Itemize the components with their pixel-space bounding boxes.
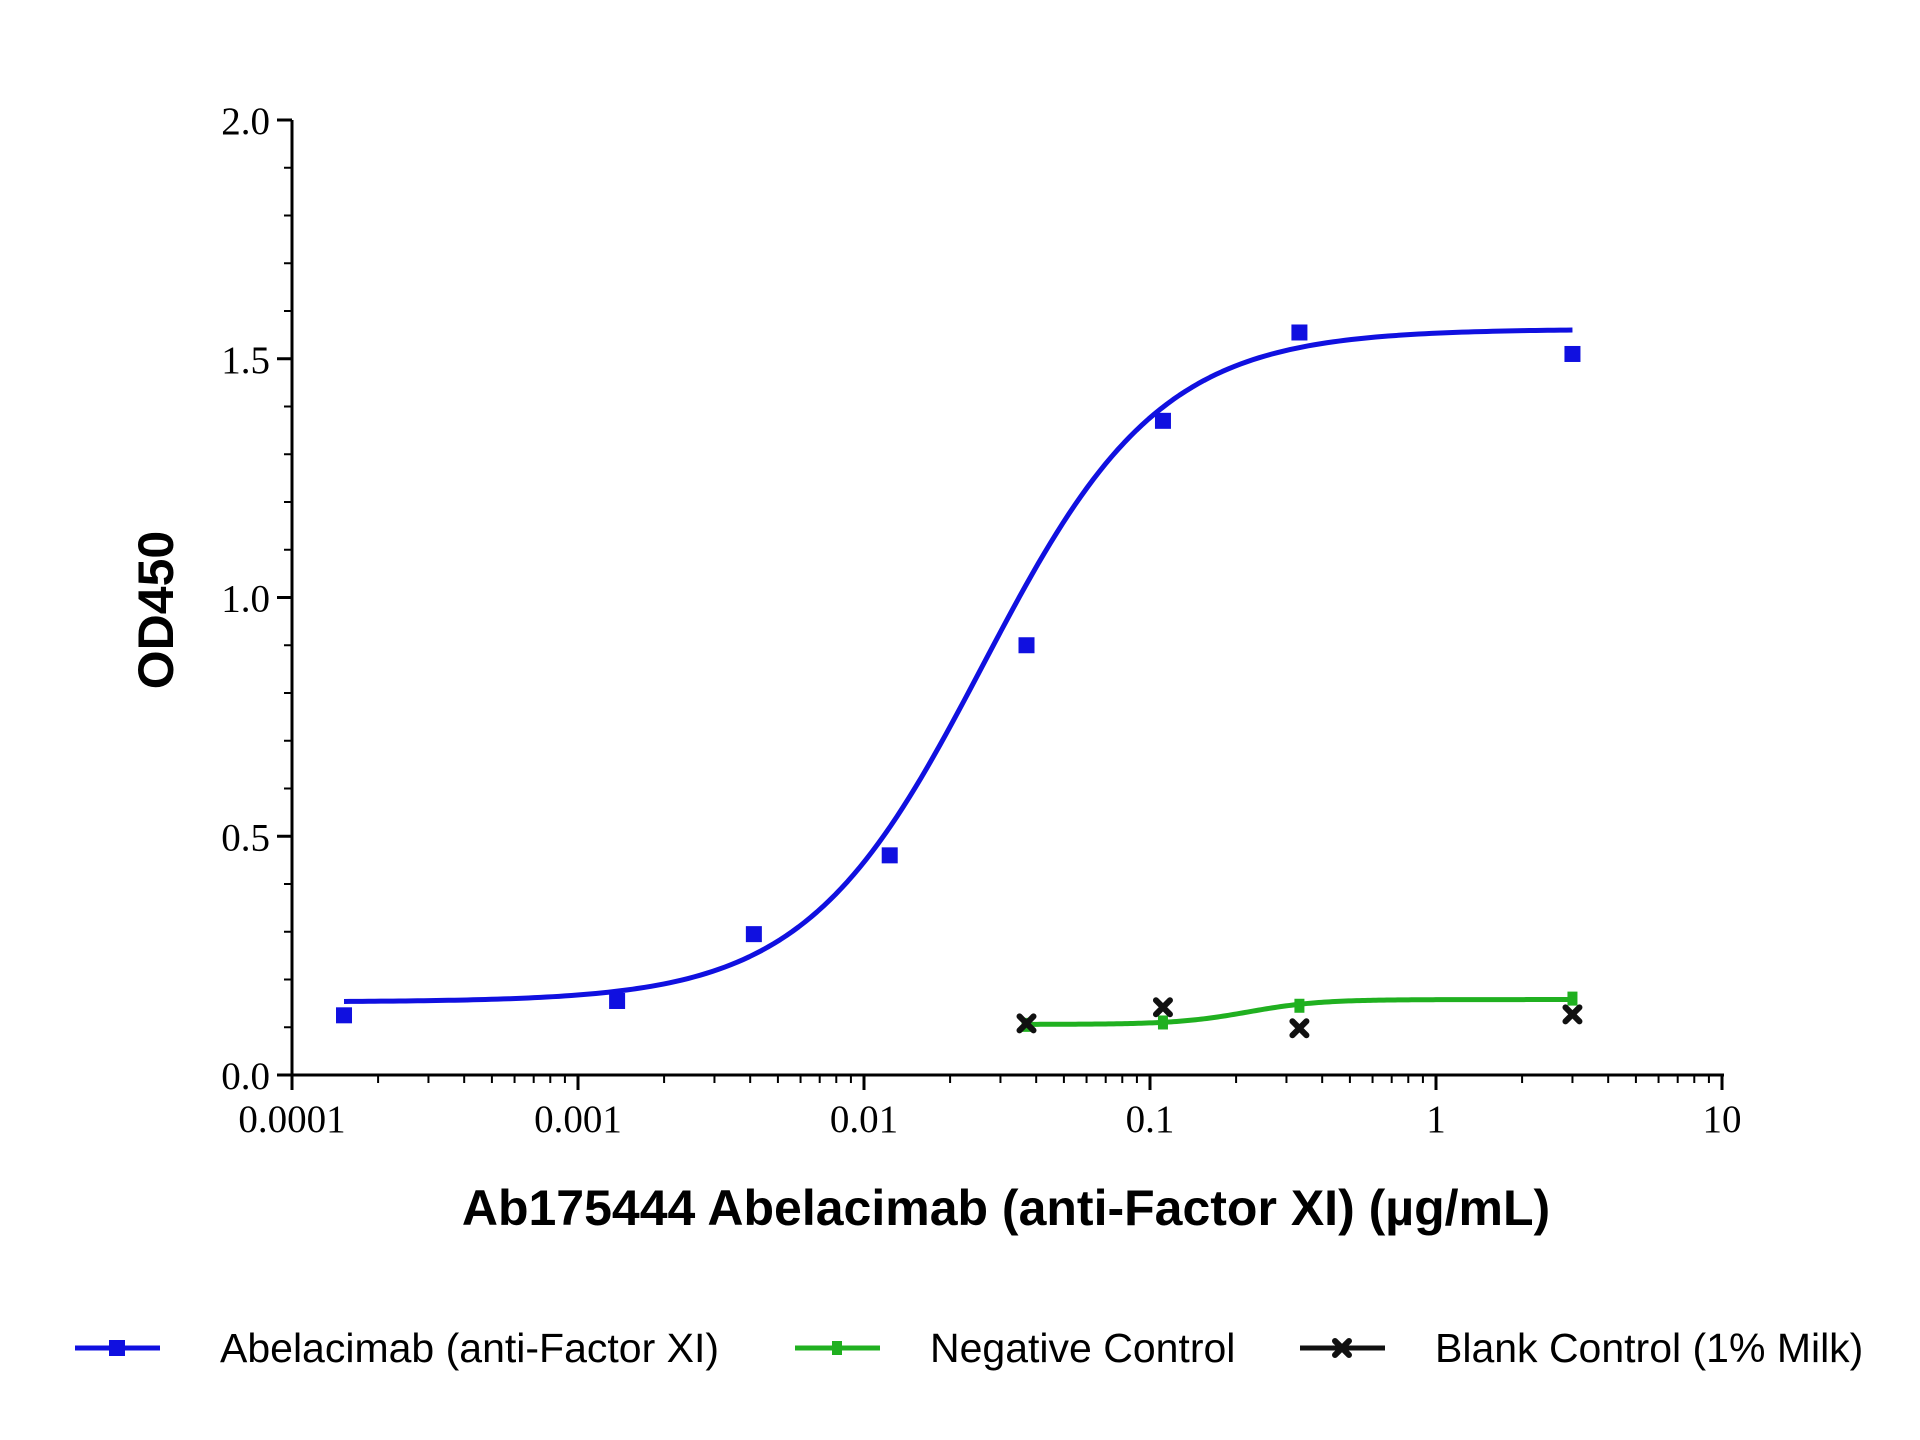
x-tick-label: 0.0001 xyxy=(238,1098,345,1141)
axes: 0.0001 0.001 0.01 0.1 1 10 0.0 0.5 1.0 1.5 2.0 xyxy=(221,100,1741,1141)
x-tick-label: 1 xyxy=(1426,1098,1446,1141)
data-point xyxy=(745,926,762,943)
data-point xyxy=(1567,991,1578,1006)
fit-curves xyxy=(343,327,1573,1027)
y-tick-label: 2.0 xyxy=(221,100,270,143)
x-tick-label: 0.01 xyxy=(830,1098,898,1141)
y-tick-label: 0.5 xyxy=(221,816,270,859)
data-point xyxy=(1016,1013,1037,1034)
y-tick-label: 1.5 xyxy=(221,339,270,382)
x-tick-label: 10 xyxy=(1703,1098,1742,1141)
data-point xyxy=(1332,1338,1352,1358)
data-point xyxy=(832,1341,842,1355)
data-point xyxy=(1562,1004,1583,1025)
fit-curve xyxy=(343,327,1573,1004)
legend-label: Blank Control (1% Milk) xyxy=(1435,1325,1863,1371)
x-axis-title: Ab175444 Abelacimab (anti-Factor XI) (µg… xyxy=(462,1180,1550,1236)
data-point xyxy=(1157,1015,1168,1030)
data-point xyxy=(109,1340,125,1356)
data-point xyxy=(881,847,898,864)
data-point xyxy=(609,992,626,1009)
data-point xyxy=(1018,637,1035,654)
legend-label: Negative Control xyxy=(930,1325,1235,1371)
data-point xyxy=(1289,1018,1310,1039)
data-point xyxy=(1564,345,1581,362)
legend: Abelacimab (anti-Factor XI) Negative Cont… xyxy=(75,1325,1863,1371)
y-tick-label: 1.0 xyxy=(221,578,270,621)
data-point xyxy=(1294,998,1305,1013)
data-point xyxy=(1152,997,1173,1018)
x-tick-label: 0.001 xyxy=(534,1098,622,1141)
legend-label: Abelacimab (anti-Factor XI) xyxy=(220,1325,719,1371)
x-tick-label: 0.1 xyxy=(1126,1098,1175,1141)
data-markers xyxy=(336,324,1583,1039)
y-tick-label: 0.0 xyxy=(221,1055,270,1098)
y-axis-title: OD450 xyxy=(128,531,184,689)
data-point xyxy=(1291,324,1308,341)
data-point xyxy=(336,1007,353,1024)
data-point xyxy=(1154,412,1171,429)
